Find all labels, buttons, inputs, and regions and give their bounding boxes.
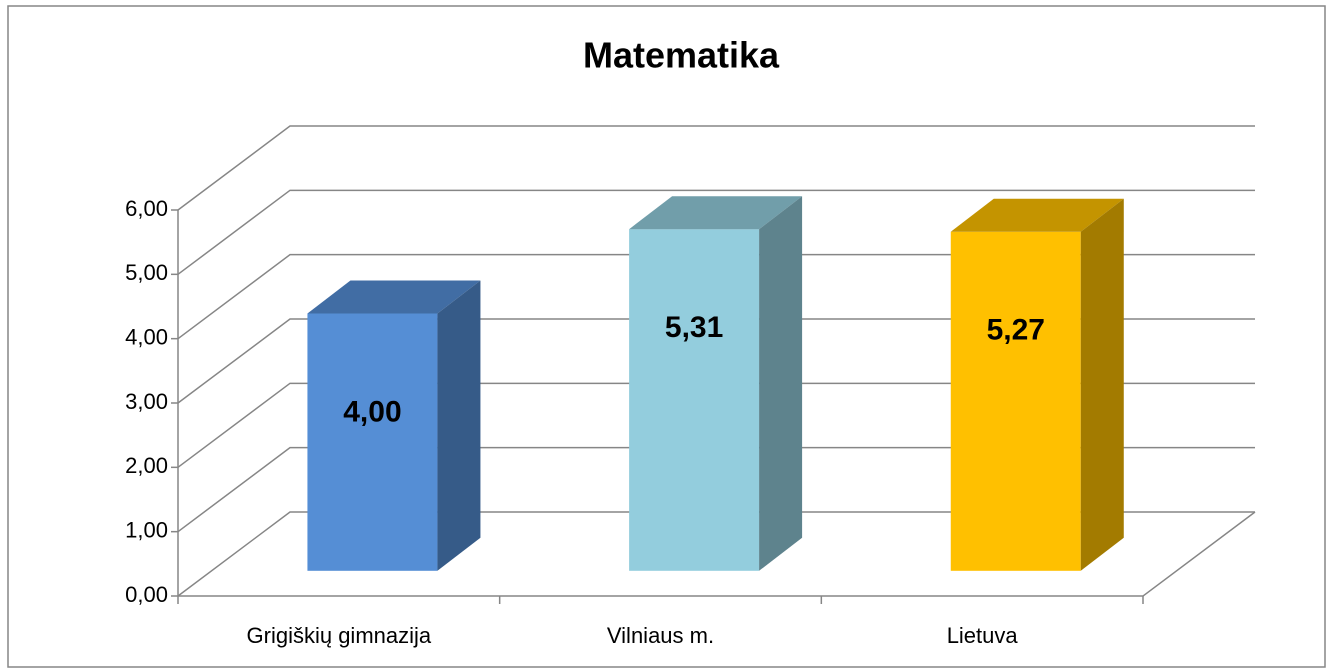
bar-front	[629, 229, 760, 571]
x-tick-label: Lietuva	[947, 623, 1019, 648]
y-tick-label: 3,00	[125, 389, 168, 414]
grid-line	[177, 318, 1255, 404]
y-tick-label: 1,00	[125, 517, 168, 542]
y-tick-label: 5,00	[125, 260, 168, 285]
bar-top	[307, 280, 481, 314]
bar-top	[629, 196, 803, 230]
grid-line	[177, 382, 1255, 468]
y-tick-label: 4,00	[125, 324, 168, 349]
grid-line	[177, 125, 1255, 211]
grid-line	[177, 511, 1255, 597]
bar-front	[307, 313, 438, 571]
y-tick-label: 0,00	[125, 582, 168, 607]
bar-top	[950, 198, 1124, 232]
bar-side	[1080, 198, 1124, 571]
bar-side	[437, 280, 481, 571]
x-tick-label: Grigiškių gimnazija	[247, 623, 432, 648]
chart-title: Matematika	[583, 35, 780, 76]
x-tick-label: Vilniaus m.	[607, 623, 714, 648]
value-label: 4,00	[343, 395, 401, 428]
y-tick-label: 6,00	[125, 196, 168, 221]
bar-side	[759, 196, 803, 571]
value-label: 5,27	[987, 314, 1045, 347]
grid-line	[177, 253, 1255, 340]
value-label: 5,31	[665, 311, 723, 344]
grid-line	[177, 446, 1255, 533]
bar-front	[950, 231, 1081, 571]
y-tick-label: 2,00	[125, 453, 168, 478]
grid-line	[177, 189, 1255, 275]
